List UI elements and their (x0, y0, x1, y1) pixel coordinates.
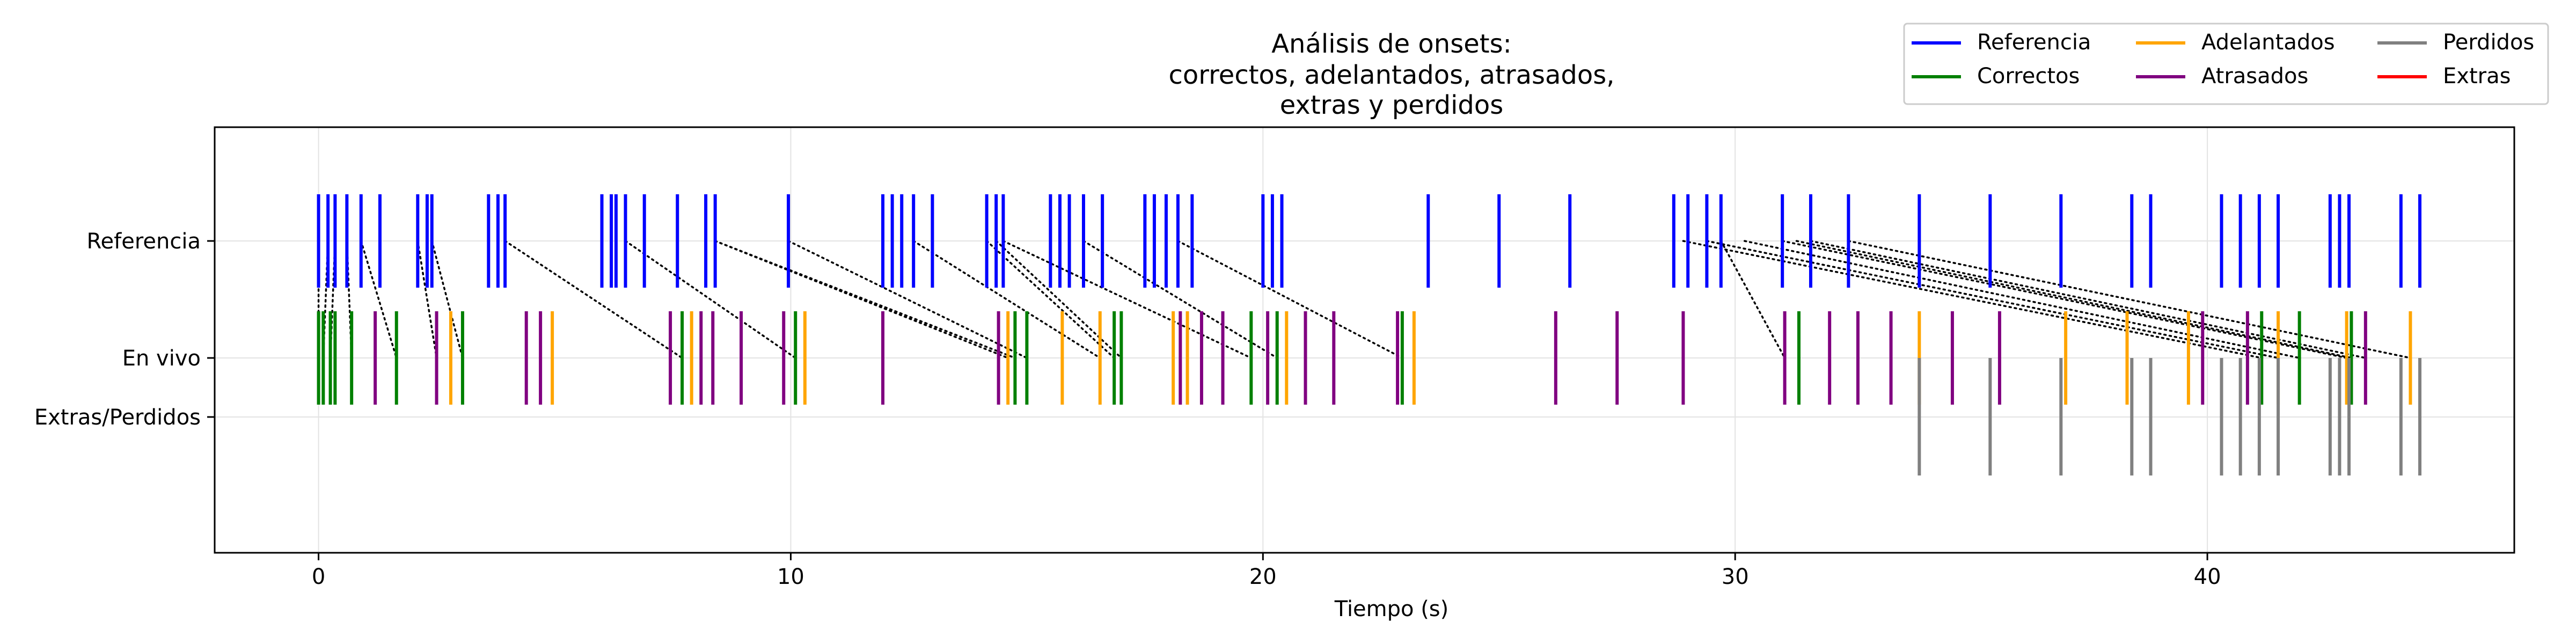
onset-link-line (1082, 240, 1278, 359)
onset-links (317, 240, 2412, 359)
legend-label: Referencia (1977, 30, 2091, 55)
onset-link-line (1781, 240, 2348, 359)
onset-link-line (1706, 240, 2279, 359)
title-line-3: extras y perdidos (1280, 90, 1504, 120)
x-tick-label: 10 (777, 565, 804, 589)
onset-link-line (1720, 240, 1786, 359)
y-tick-label: En vivo (122, 346, 201, 371)
x-axis: 0 10 20 30 40 (312, 553, 2221, 589)
title-line-1: Análisis de onsets: (1271, 29, 1512, 59)
title-line-2: correctos, adelantados, atrasados, (1168, 60, 1614, 90)
onset-link-line (985, 240, 1115, 359)
legend-label: Adelantados (2201, 30, 2335, 55)
onset-link-line (1847, 240, 2412, 359)
onset-link-line (912, 240, 1101, 359)
legend-label: Atrasados (2201, 64, 2308, 89)
legend-items: Referencia Correctos Adelantados Atrasados P… (1912, 30, 2534, 89)
onset-link-line (416, 240, 438, 359)
legend-label: Perdidos (2443, 30, 2534, 55)
onset-link-line (1177, 240, 1403, 359)
x-tick-label: 30 (1722, 565, 1749, 589)
onset-link-line (1682, 240, 2263, 359)
legend: Referencia Correctos Adelantados Atrasados P… (1903, 23, 2549, 105)
plot-area-frame (214, 126, 2515, 554)
onset-link-line (504, 240, 683, 359)
x-tick-label: 40 (2194, 565, 2221, 589)
y-axis: Referencia En vivo Extras/Perdidos (34, 229, 215, 430)
onset-link-line (1744, 240, 2301, 359)
legend-label: Correctos (1977, 64, 2080, 89)
y-tick-label: Referencia (87, 229, 201, 254)
y-tick-label: Extras/Perdidos (34, 405, 201, 430)
onset-link-line (787, 240, 1028, 359)
onset-link-line (360, 240, 398, 359)
onset-link-line (430, 240, 464, 359)
onset-events (317, 194, 2422, 475)
legend-label: Extras (2443, 64, 2511, 89)
onset-link-line (1795, 240, 2353, 359)
onset-link-line (995, 240, 1123, 359)
x-tick-label: 0 (312, 565, 325, 589)
onset-link-line (714, 240, 1016, 359)
onset-link-line (624, 240, 796, 359)
onset-link-line (1810, 240, 2367, 359)
x-axis-label: Tiempo (s) (1334, 597, 1449, 621)
onset-link-line (714, 240, 1009, 359)
chart-title: Análisis de onsets: correctos, adelantad… (1168, 29, 1614, 120)
x-tick-label: 20 (1249, 565, 1277, 589)
